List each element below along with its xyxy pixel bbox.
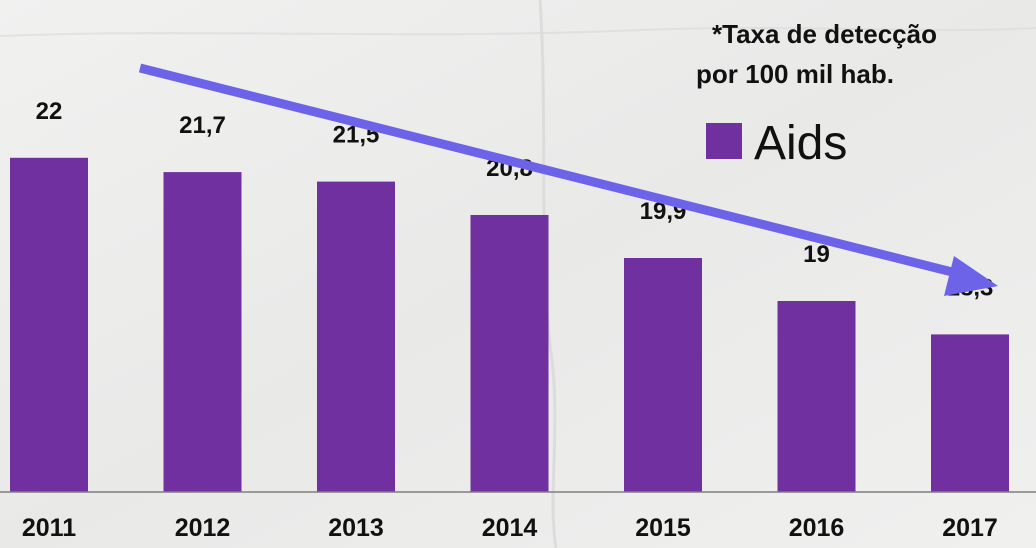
bar-2015 <box>624 258 702 492</box>
x-tick-label-2012: 2012 <box>175 514 231 542</box>
x-tick-labels-group: 2011 2012 2013 2014 2015 2016 2017 <box>22 514 998 542</box>
legend-label: Aids <box>754 117 847 170</box>
x-tick-label-2015: 2015 <box>635 514 691 542</box>
x-tick-label-2013: 2013 <box>328 514 384 542</box>
bars-group <box>10 157 1009 493</box>
bar-2016 <box>777 301 856 492</box>
x-tick-label-2011: 2011 <box>22 514 76 542</box>
note-line-1: *Taxa de detecção <box>712 19 937 49</box>
trend-arrow-head <box>944 256 998 296</box>
bar-2014 <box>470 215 549 492</box>
data-label-2012: 21,7 <box>179 112 226 139</box>
note-line-2: por 100 mil hab. <box>696 59 894 89</box>
legend: Aids <box>706 117 847 170</box>
bar-2012 <box>163 172 242 492</box>
data-label-2011: 22 <box>36 98 63 125</box>
fabric-seam <box>0 27 1036 37</box>
bar-2017 <box>931 334 1009 492</box>
bar-2011 <box>10 157 88 493</box>
data-label-2016: 19 <box>803 241 830 268</box>
trend-arrow <box>138 63 998 296</box>
x-tick-label-2014: 2014 <box>482 514 538 542</box>
x-tick-label-2017: 2017 <box>942 514 998 542</box>
bar-2013 <box>317 181 395 492</box>
legend-swatch <box>706 123 742 159</box>
trend-arrow-shaft <box>138 63 970 281</box>
x-tick-label-2016: 2016 <box>789 514 845 542</box>
